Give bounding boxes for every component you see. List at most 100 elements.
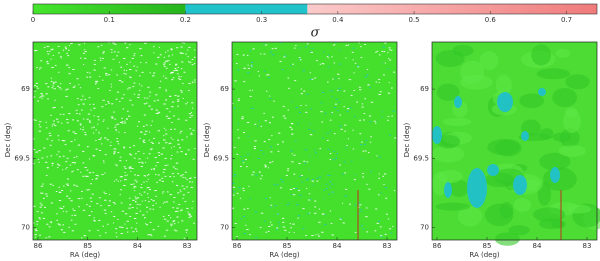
- map-speckle: [139, 75, 141, 77]
- map-speckle: [82, 209, 86, 211]
- map-speckle: [271, 135, 273, 137]
- map-speckle: [187, 49, 189, 51]
- map-speckle: [61, 106, 63, 108]
- map-speckle: [60, 83, 62, 85]
- map-speckle: [249, 198, 251, 200]
- map-speckle: [344, 130, 346, 132]
- map-speckle: [153, 52, 155, 54]
- map-speckle: [180, 76, 182, 78]
- map-speckle: [263, 220, 266, 222]
- map-speckle: [332, 44, 335, 46]
- map-speckle: [176, 47, 179, 49]
- map-speckle: [290, 227, 292, 229]
- map-speckle: [287, 168, 290, 170]
- map-speckle: [177, 73, 179, 75]
- map-speckle: [318, 208, 320, 210]
- map-speckle: [136, 222, 138, 224]
- map-speckle: [177, 173, 180, 175]
- map-shade: [435, 202, 471, 211]
- map-speckle: [140, 183, 142, 185]
- map-speckle: [175, 63, 178, 65]
- map-speckle: [390, 87, 393, 89]
- map-speckle: [84, 49, 86, 51]
- map-speckle: [300, 174, 303, 176]
- map-speckle: [366, 183, 368, 185]
- map-speckle: [68, 66, 70, 68]
- map-speckle: [331, 183, 334, 185]
- map-speckle: [170, 158, 172, 160]
- map-speckle: [191, 58, 194, 60]
- map-speckle: [295, 107, 299, 109]
- map-speckle: [49, 144, 52, 146]
- map-speckle: [139, 137, 141, 139]
- map-speckle: [381, 50, 384, 52]
- map-speckle: [62, 210, 64, 212]
- map-speckle: [78, 206, 80, 208]
- map-speckle: [177, 118, 180, 120]
- map-speckle: [174, 128, 176, 130]
- map-speckle: [343, 90, 346, 92]
- map-speckle: [177, 192, 180, 194]
- map-speckle: [94, 220, 96, 222]
- map-speckle: [132, 86, 135, 88]
- map-speckle: [335, 156, 337, 158]
- map-speckle: [68, 197, 71, 199]
- map-speckle: [189, 215, 193, 217]
- map-speckle: [80, 99, 83, 101]
- map-speckle: [254, 123, 257, 125]
- map-speckle: [40, 60, 43, 62]
- map-speckle: [269, 162, 272, 164]
- map-speckle: [377, 194, 380, 196]
- map-speckle: [276, 227, 279, 229]
- map-speckle: [89, 76, 92, 78]
- map-speckle: [191, 64, 194, 66]
- map-speckle: [302, 228, 305, 230]
- map-speckle: [320, 102, 323, 104]
- map-speckle: [389, 228, 392, 230]
- map-speckle: [165, 229, 169, 231]
- map-speckle: [162, 191, 165, 193]
- map-shade: [551, 220, 566, 229]
- map-speckle: [247, 153, 250, 155]
- map-shade: [555, 48, 571, 58]
- map-speckle: [93, 63, 96, 65]
- map-speckle: [288, 202, 290, 204]
- map-speckle: [378, 173, 380, 175]
- map-speckle: [36, 67, 38, 69]
- map-speckle: [114, 126, 117, 128]
- colorbar-tick-label: 0.6: [485, 16, 497, 24]
- map-speckle: [291, 123, 294, 125]
- map-speckle: [359, 89, 362, 91]
- map-speckle: [106, 223, 109, 225]
- map-speckle: [322, 137, 324, 139]
- map-speckle: [311, 235, 314, 237]
- map-speckle: [266, 90, 268, 92]
- map-speckle: [336, 110, 339, 112]
- map-speckle: [137, 150, 140, 152]
- map-speckle: [329, 90, 331, 92]
- map-speckle: [392, 110, 395, 112]
- map-speckle: [102, 79, 104, 81]
- map-speckle: [376, 50, 379, 52]
- map-speckle: [128, 207, 131, 209]
- map-speckle: [393, 71, 396, 73]
- map-speckle: [150, 198, 153, 200]
- map-speckle: [168, 143, 170, 145]
- map-speckle: [126, 174, 128, 176]
- map-speckle: [366, 231, 369, 233]
- map-speckle: [237, 137, 240, 139]
- map-speckle: [388, 47, 391, 49]
- map-speckle: [129, 166, 132, 168]
- x-tick-label: 85: [283, 242, 292, 250]
- map-speckle: [369, 121, 372, 123]
- map-speckle: [144, 42, 147, 44]
- map-speckle: [252, 171, 255, 173]
- map-speckle: [294, 80, 297, 82]
- map-speckle: [129, 69, 132, 71]
- map-speckle: [60, 208, 64, 210]
- map-speckle: [284, 117, 287, 119]
- map-speckle: [193, 63, 196, 65]
- map-speckle: [190, 112, 193, 114]
- colorbar-tick-label: 0.2: [180, 16, 191, 24]
- map-speckle: [238, 187, 241, 189]
